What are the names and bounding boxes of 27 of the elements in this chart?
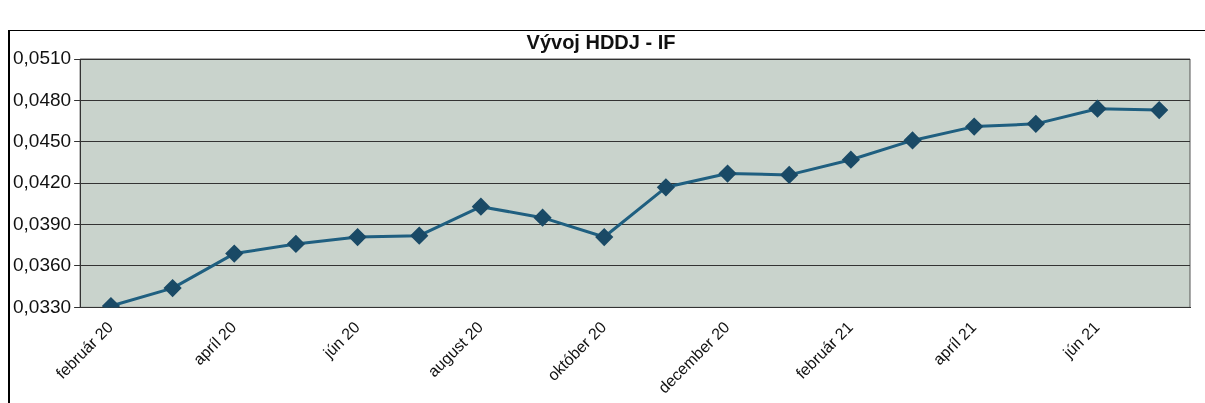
point — [349, 228, 367, 246]
y-tick-label: 0,0390 — [12, 212, 72, 234]
y-tick-label: 0,0420 — [12, 171, 72, 193]
point — [164, 279, 182, 297]
point — [657, 178, 675, 196]
y-tick-label: 0,0450 — [12, 130, 72, 152]
point — [287, 235, 305, 253]
point — [842, 151, 860, 169]
point — [225, 245, 243, 263]
y-tick-label: 0,0330 — [12, 295, 72, 317]
point — [1089, 100, 1107, 118]
point — [965, 118, 983, 136]
point — [534, 209, 552, 227]
point — [904, 131, 922, 149]
point — [719, 165, 737, 183]
y-tick-label: 0,0480 — [12, 88, 72, 110]
point — [472, 198, 490, 216]
point — [410, 227, 428, 245]
point — [1150, 101, 1168, 119]
x-tick-label: jún 21 — [1059, 318, 1103, 362]
chart-title: Vývoj HDDJ - IF — [526, 30, 676, 53]
point — [1027, 115, 1045, 133]
y-tick-label: 0,0360 — [12, 254, 72, 276]
x-tick-label: jún 20 — [319, 318, 363, 362]
y-tick-label: 0,0510 — [12, 47, 72, 69]
point — [780, 166, 798, 184]
point — [595, 228, 613, 246]
